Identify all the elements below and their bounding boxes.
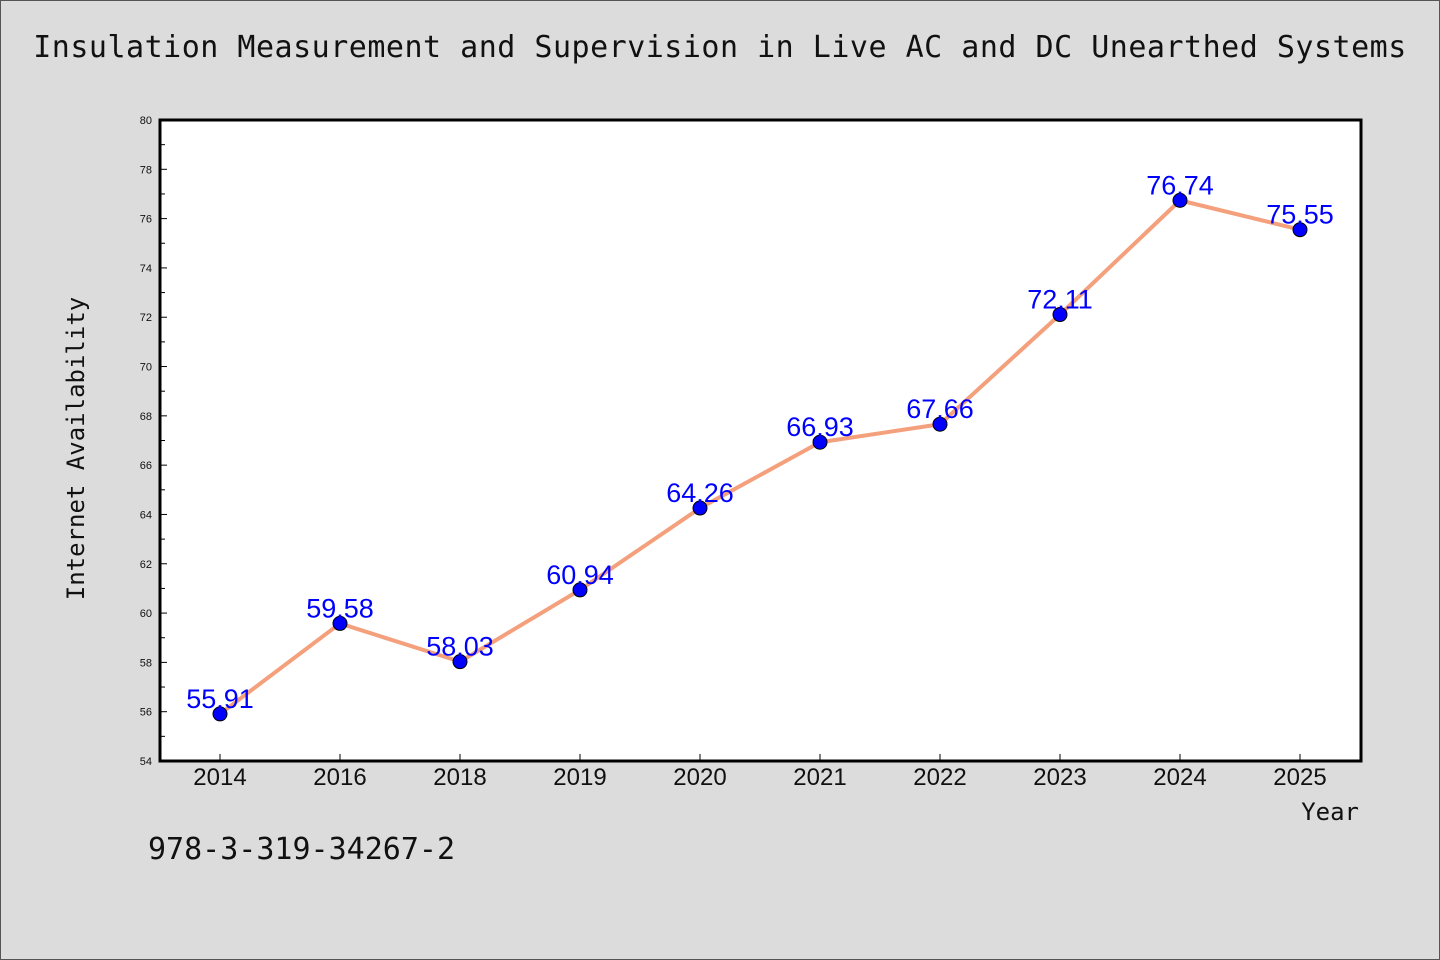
data-point xyxy=(1292,222,1308,238)
data-point xyxy=(332,615,348,631)
data-points xyxy=(212,192,1308,722)
data-label: 72.11 xyxy=(1027,285,1093,315)
x-tick-label: 2018 xyxy=(433,764,486,791)
data-labels: 55.91 59.58 58.03 60.94 64.26 66.93 67.66 72.11… xyxy=(186,170,1334,714)
x-tick-label: 2023 xyxy=(1033,764,1086,791)
data-label: 64.26 xyxy=(666,478,734,508)
data-label: 60.94 xyxy=(546,560,614,590)
y-tick-label: 80 xyxy=(140,115,152,127)
isbn-text: 978-3-319-34267-2 xyxy=(148,832,456,867)
y-tick-label: 78 xyxy=(140,164,152,176)
plot-area xyxy=(158,118,1363,763)
y-tick-label: 68 xyxy=(140,411,152,423)
data-label: 58.03 xyxy=(426,632,494,662)
data-label: 76.74 xyxy=(1146,170,1214,200)
y-tick-label: 64 xyxy=(140,509,152,521)
x-tick-label: 2014 xyxy=(193,764,246,791)
y-tick-label: 60 xyxy=(140,608,152,620)
data-point xyxy=(932,416,948,432)
data-point xyxy=(212,706,228,722)
x-tick-label: 2020 xyxy=(673,764,726,791)
data-point xyxy=(1052,307,1068,323)
data-point xyxy=(452,654,468,670)
x-tick-label: 2022 xyxy=(913,764,966,791)
data-point xyxy=(812,434,828,450)
data-point xyxy=(692,500,708,516)
data-label: 67.66 xyxy=(906,394,974,424)
y-tick-label: 76 xyxy=(140,214,152,226)
y-axis: 54 56 58 60 62 64 66 68 70 72 74 76 78 80 xyxy=(140,115,167,768)
data-point xyxy=(572,582,588,598)
x-tick-label: 2019 xyxy=(553,764,606,791)
y-tick-label: 58 xyxy=(140,657,152,669)
y-tick-label: 56 xyxy=(140,707,152,719)
y-tick-label: 62 xyxy=(140,559,152,571)
y-tick-label: 72 xyxy=(140,312,152,324)
data-label: 59.58 xyxy=(306,593,374,623)
data-label: 66.93 xyxy=(786,412,854,442)
x-axis-label: Year xyxy=(1301,798,1359,826)
x-tick-label: 2021 xyxy=(793,764,846,791)
y-tick-label: 70 xyxy=(140,362,152,374)
data-label: 75.55 xyxy=(1266,200,1334,230)
y-tick-label: 66 xyxy=(140,460,152,472)
data-point xyxy=(1172,192,1188,208)
y-axis-label: Internet Availability xyxy=(62,297,90,600)
chart-title: Insulation Measurement and Supervision i… xyxy=(33,30,1407,65)
x-tick-label: 2025 xyxy=(1273,764,1326,791)
series-line xyxy=(218,198,1301,716)
x-tick-label: 2016 xyxy=(313,764,366,791)
y-tick-label: 74 xyxy=(140,263,152,275)
y-tick-label: 54 xyxy=(140,756,152,768)
x-tick-label: 2024 xyxy=(1153,764,1206,791)
data-label: 55.91 xyxy=(186,684,254,714)
x-axis: 2014 2016 2018 2019 2020 2021 2022 2023 2024 2025 xyxy=(193,754,1327,791)
